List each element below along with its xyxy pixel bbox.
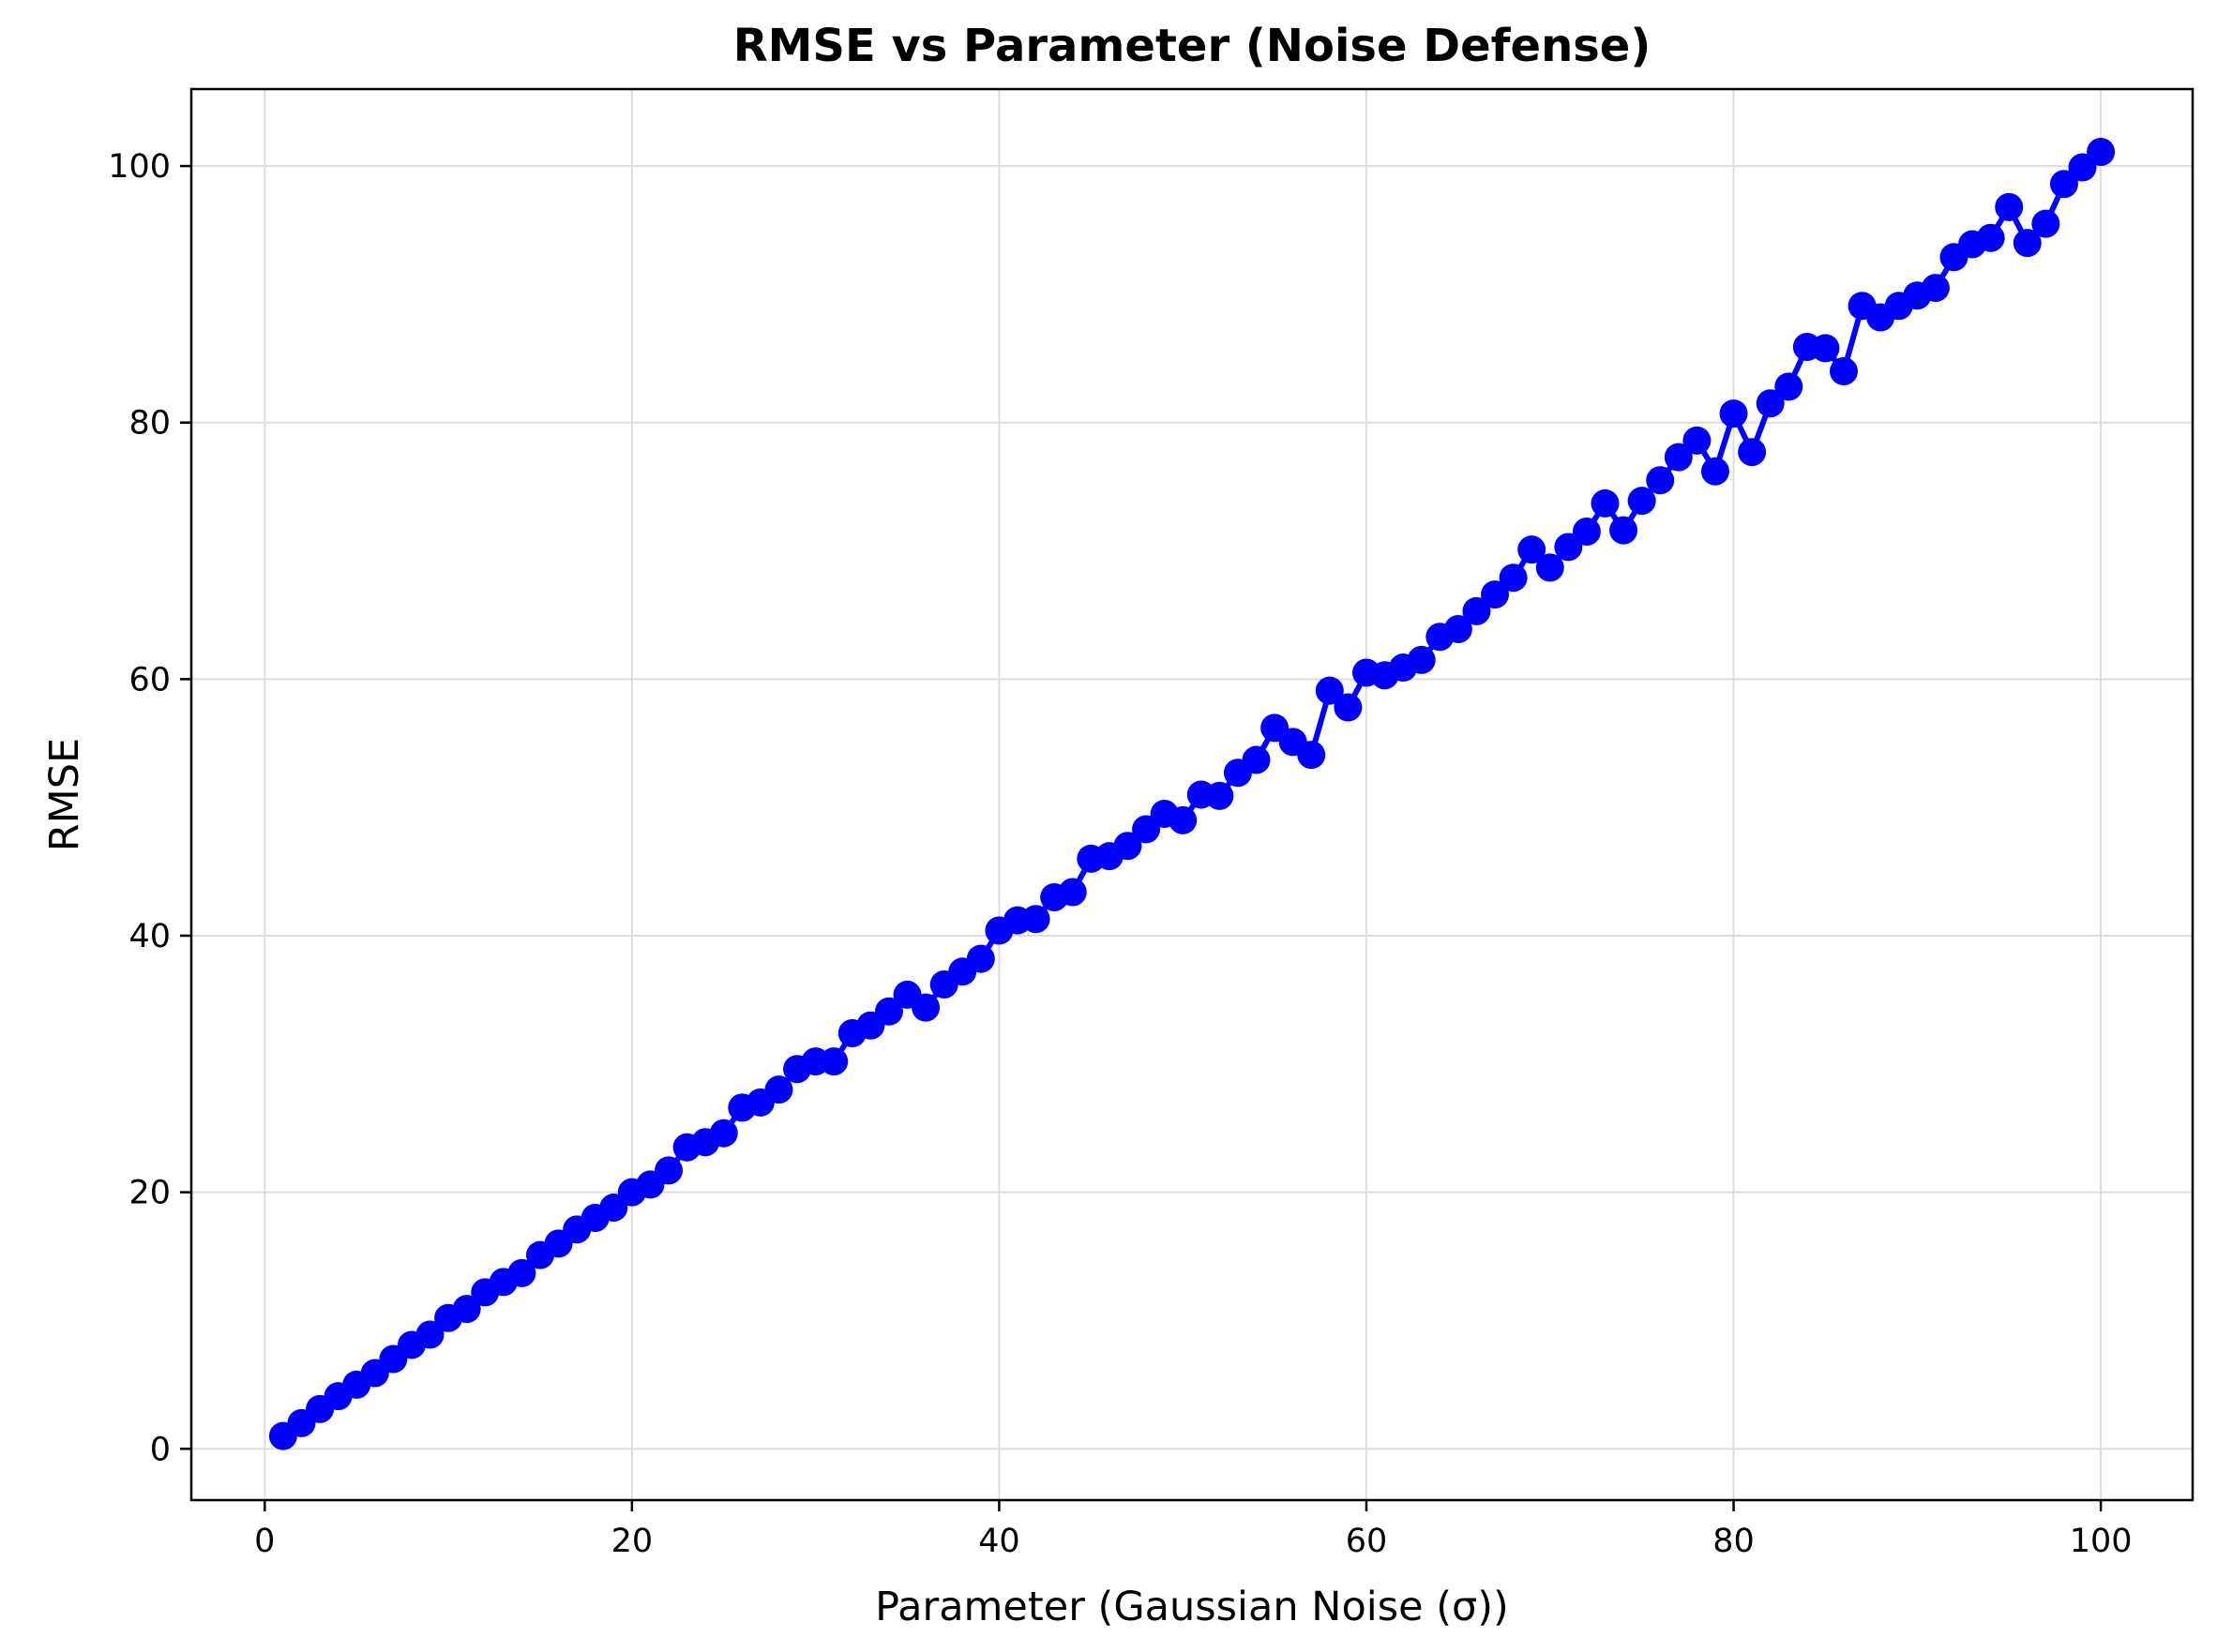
data-point: [655, 1156, 684, 1185]
x-tick-label: 100: [2070, 1523, 2133, 1560]
data-point: [1205, 781, 1234, 810]
data-point: [1830, 357, 1859, 385]
data-point: [1315, 676, 1344, 705]
data-point: [1554, 533, 1583, 562]
y-tick-label: 0: [150, 1431, 171, 1468]
data-point: [1756, 389, 1785, 418]
grid: [191, 89, 2193, 1500]
data-point: [1572, 518, 1601, 547]
data-point: [1682, 426, 1712, 455]
axis-ticks: 0 20 40 60 80 100 0 20 40 60 80 100: [108, 148, 2132, 1560]
y-tick-label: 60: [128, 661, 171, 698]
data-point: [1407, 645, 1436, 674]
data-series: [268, 138, 2116, 1450]
data-point: [2049, 170, 2078, 199]
data-point: [1591, 488, 1620, 518]
data-point: [820, 1047, 849, 1076]
data-point: [1995, 192, 2024, 221]
x-tick-label: 80: [1712, 1523, 1755, 1560]
data-point: [1297, 741, 1326, 770]
data-point: [2031, 209, 2060, 238]
data-point: [1462, 596, 1491, 625]
data-point: [1499, 563, 1528, 593]
data-point: [1169, 805, 1198, 834]
data-point: [1535, 553, 1564, 582]
data-point: [1976, 223, 2005, 252]
y-tick-label: 100: [108, 148, 171, 186]
data-point: [1719, 399, 1748, 428]
data-point: [1921, 274, 1950, 303]
y-tick-label: 20: [128, 1175, 171, 1212]
x-tick-label: 20: [611, 1523, 654, 1560]
data-point: [2013, 229, 2042, 258]
data-point: [1517, 535, 1546, 564]
data-point: [1132, 815, 1161, 844]
data-point: [507, 1258, 536, 1287]
data-point: [415, 1320, 445, 1349]
data-point: [2087, 138, 2116, 167]
chart-title: RMSE vs Parameter (Noise Defense): [733, 20, 1651, 72]
data-point: [1774, 372, 1803, 401]
x-tick-label: 0: [254, 1523, 275, 1560]
data-point: [1021, 905, 1050, 934]
x-tick-label: 60: [1346, 1523, 1388, 1560]
data-point: [1700, 457, 1729, 486]
data-point: [874, 997, 903, 1026]
x-axis-label: Parameter (Gaussian Noise (σ)): [875, 1584, 1509, 1630]
axes-frame: [189, 87, 2194, 1502]
data-point: [1738, 438, 1767, 467]
y-tick-label: 80: [128, 405, 171, 443]
data-point: [1481, 580, 1510, 609]
x-tick-label: 40: [978, 1523, 1020, 1560]
data-point: [966, 944, 995, 973]
data-point: [1627, 487, 1656, 516]
data-point: [1609, 516, 1638, 545]
data-point: [1443, 615, 1472, 644]
data-point: [1058, 878, 1087, 907]
data-point: [912, 993, 941, 1022]
data-point: [1811, 334, 1840, 363]
data-point: [452, 1295, 481, 1324]
data-point: [764, 1075, 793, 1104]
data-point: [1646, 466, 1675, 495]
data-point: [709, 1119, 738, 1148]
y-axis-label: RMSE: [41, 738, 88, 851]
data-point: [599, 1194, 628, 1223]
data-point: [1113, 832, 1142, 861]
y-tick-label: 40: [128, 918, 171, 955]
data-point: [2068, 153, 2097, 182]
data-point: [1334, 693, 1363, 722]
data-point: [1242, 745, 1271, 774]
data-point: [1664, 443, 1693, 472]
